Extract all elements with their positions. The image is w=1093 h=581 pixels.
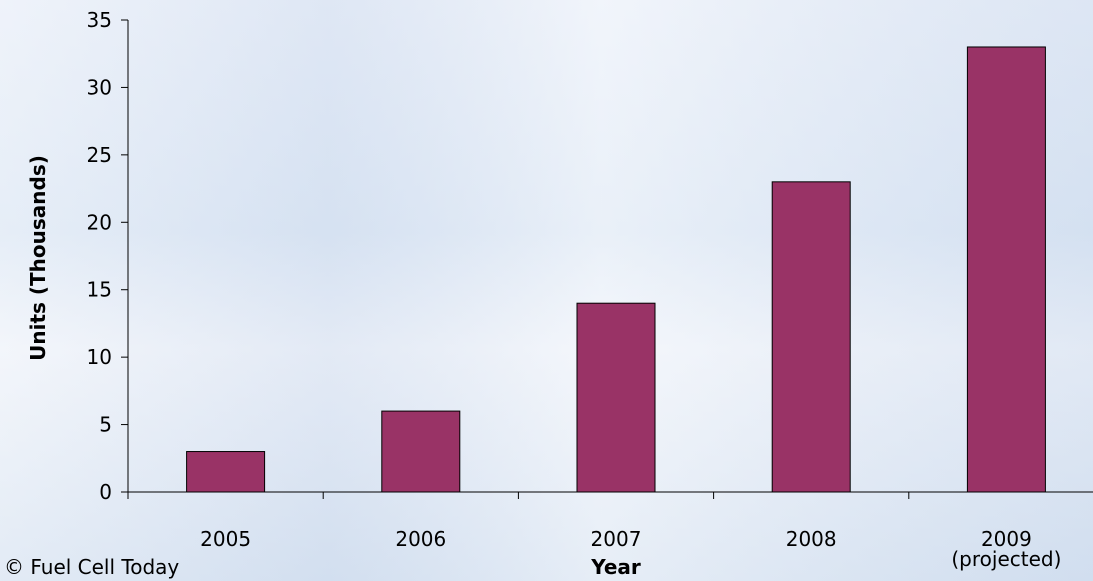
bar: [966, 46, 1046, 493]
bar: [771, 181, 851, 493]
y-tick-label: 0: [99, 480, 112, 504]
y-axis-label: Units (Thousands): [26, 155, 50, 361]
y-tick-label: 20: [87, 210, 112, 234]
bar: [381, 410, 461, 493]
x-axis-label: Year: [590, 555, 641, 579]
x-tick-label: 2007: [591, 527, 642, 551]
y-tick-label: 35: [87, 8, 112, 32]
y-tick-label: 5: [99, 413, 112, 437]
x-tick-label: 2005: [200, 527, 251, 551]
y-tick-label: 25: [87, 143, 112, 167]
bar: [186, 451, 266, 493]
x-tick-label: 2008: [786, 527, 837, 551]
y-tick-label: 15: [87, 278, 112, 302]
x-tick-label: 2006: [395, 527, 446, 551]
bar: [576, 302, 656, 493]
source: © Fuel Cell Today: [4, 555, 179, 579]
x-tick-label: 2009 (projected): [951, 527, 1061, 571]
y-tick-label: 10: [87, 345, 112, 369]
y-tick-label: 30: [87, 75, 112, 99]
